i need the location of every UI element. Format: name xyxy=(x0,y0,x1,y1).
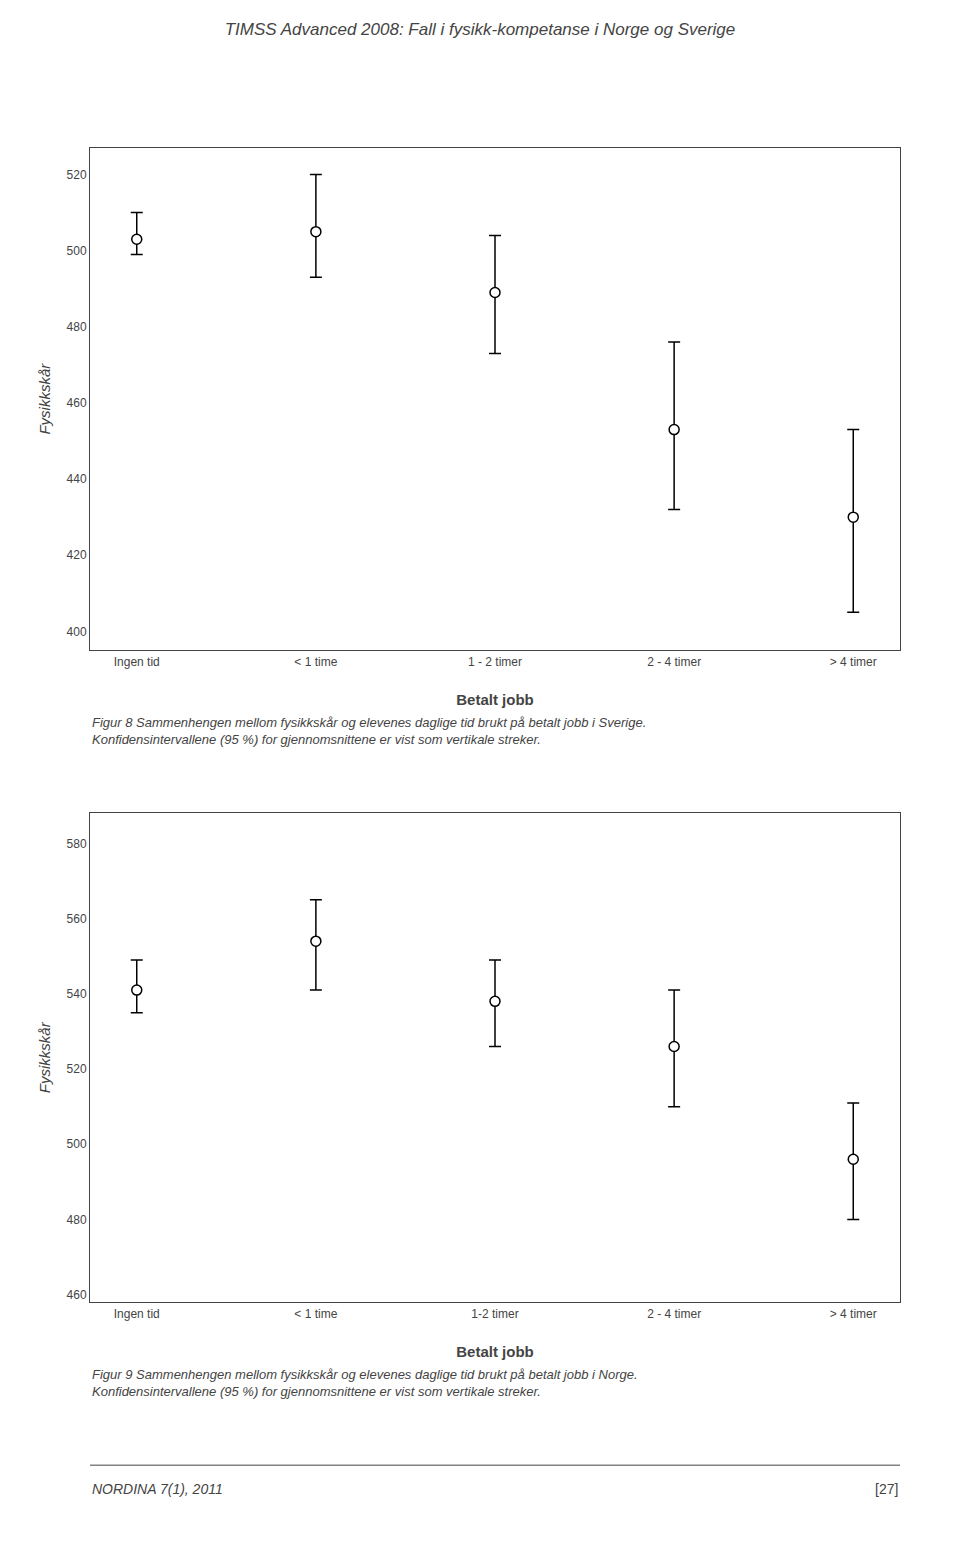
svg-text:[27]: [27] xyxy=(875,1481,898,1497)
svg-text:Ingen tid: Ingen tid xyxy=(114,655,160,669)
svg-text:Fysikkskår: Fysikkskår xyxy=(36,1021,53,1093)
svg-text:520: 520 xyxy=(67,168,87,182)
svg-text:Fysikkskår: Fysikkskår xyxy=(36,363,53,435)
svg-text:< 1 time: < 1 time xyxy=(294,655,337,669)
svg-text:NORDINA 7(1), 2011: NORDINA 7(1), 2011 xyxy=(92,1481,223,1497)
svg-text:Figur 9 Sammenhengen mellom fy: Figur 9 Sammenhengen mellom fysikkskår o… xyxy=(92,1367,638,1399)
svg-text:500: 500 xyxy=(67,244,87,258)
svg-text:2 - 4 timer: 2 - 4 timer xyxy=(647,1307,701,1321)
svg-text:540: 540 xyxy=(67,987,87,1001)
svg-text:400: 400 xyxy=(67,625,87,639)
svg-text:TIMSS Advanced 2008: Fall i fy: TIMSS Advanced 2008: Fall i fysikk-kompe… xyxy=(225,20,736,39)
svg-text:420: 420 xyxy=(67,548,87,562)
svg-text:440: 440 xyxy=(67,472,87,486)
svg-text:Figur 8 Sammenhengen mellom fy: Figur 8 Sammenhengen mellom fysikkskår o… xyxy=(92,715,646,747)
svg-text:460: 460 xyxy=(67,1288,87,1302)
svg-text:460: 460 xyxy=(67,396,87,410)
svg-text:Betalt jobb: Betalt jobb xyxy=(456,1343,534,1360)
svg-text:480: 480 xyxy=(67,320,87,334)
svg-text:Ingen tid: Ingen tid xyxy=(114,1307,160,1321)
svg-text:560: 560 xyxy=(67,912,87,926)
svg-text:1 - 2 timer: 1 - 2 timer xyxy=(468,655,522,669)
svg-text:520: 520 xyxy=(67,1062,87,1076)
svg-text:480: 480 xyxy=(67,1213,87,1227)
svg-text:> 4 timer: > 4 timer xyxy=(830,1307,877,1321)
svg-text:> 4 timer: > 4 timer xyxy=(830,655,877,669)
svg-text:2 - 4 timer: 2 - 4 timer xyxy=(647,655,701,669)
svg-text:1-2 timer: 1-2 timer xyxy=(471,1307,518,1321)
svg-text:580: 580 xyxy=(67,837,87,851)
svg-text:< 1 time: < 1 time xyxy=(294,1307,337,1321)
svg-text:Betalt jobb: Betalt jobb xyxy=(456,691,534,708)
svg-text:500: 500 xyxy=(67,1137,87,1151)
